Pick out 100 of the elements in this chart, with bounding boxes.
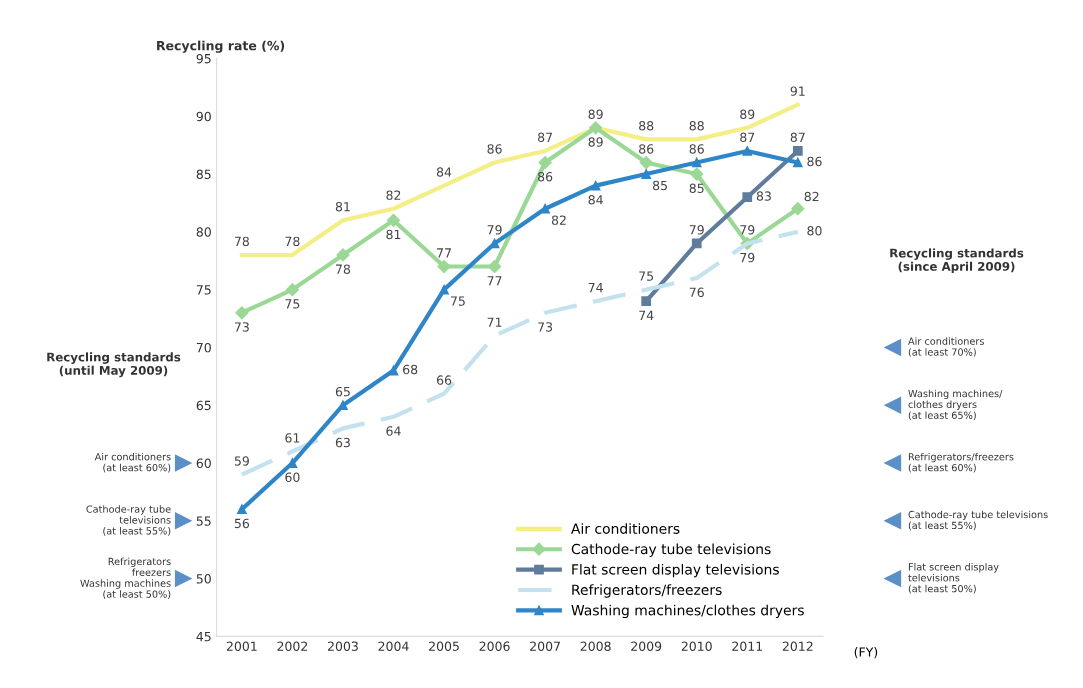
x-tick-label: 2007: [530, 641, 560, 651]
x-tick-label: 2004: [378, 641, 409, 651]
y-tick-label: 45: [196, 632, 211, 642]
point: [336, 248, 350, 262]
text: Refrigerators/freezers (at least 60%): [908, 452, 1014, 473]
data-label: 73: [538, 322, 553, 332]
point: [641, 296, 652, 307]
x-tick-label: 2011: [732, 641, 763, 651]
data-label: 82: [551, 215, 566, 225]
point: [540, 203, 550, 214]
y-axis-title: Recycling rate (%): [157, 40, 285, 53]
point: [742, 146, 753, 156]
legend-label: Cathode-ray tube televisions: [571, 543, 771, 557]
point: [237, 504, 247, 515]
data-label: 64: [386, 426, 401, 436]
point: [791, 202, 805, 216]
point: [691, 157, 702, 168]
data-label: 85: [689, 183, 704, 193]
data-label: 75: [285, 299, 300, 309]
x-axis-title: (FY): [854, 647, 878, 659]
data-label: 68: [403, 364, 418, 375]
data-label: 91: [790, 86, 805, 96]
data-label: 73: [234, 322, 249, 332]
point: [338, 400, 348, 411]
data-label: 83: [756, 191, 771, 201]
x-tick-label: 2010: [681, 641, 712, 651]
data-label: 75: [450, 296, 465, 306]
data-label: 88: [639, 121, 654, 131]
point: [439, 284, 449, 295]
point: [538, 155, 552, 170]
x-tick-label: 2008: [580, 641, 611, 651]
data-label: 79: [740, 225, 755, 235]
data-label: 81: [335, 201, 350, 212]
x-tick-label: 2012: [782, 641, 813, 651]
data-label: 78: [336, 264, 351, 274]
y-tick-label: 95: [196, 53, 211, 64]
text: Refrigerators freezers Washing machines (at least 50%): [80, 557, 171, 599]
data-label: 79: [740, 252, 755, 263]
data-label: 60: [285, 472, 300, 482]
data-label: 63: [335, 437, 350, 448]
point: [235, 306, 249, 320]
y-tick-label: 90: [196, 111, 211, 122]
point: [437, 259, 451, 274]
legend-label: Air conditioners: [571, 523, 680, 534]
data-label: 74: [588, 283, 603, 293]
y-tick-label: 60: [196, 458, 211, 468]
text: Cathode-ray tube televisions (at least 55%): [86, 505, 171, 536]
point: [590, 180, 601, 191]
y-tick-label: 55: [196, 516, 211, 526]
text: Recycling standards (until May 2009): [47, 352, 181, 378]
data-label: 65: [335, 386, 350, 397]
legend-label: Flat screen display televisions: [572, 563, 779, 578]
data-label: 77: [487, 276, 502, 286]
point: [285, 283, 299, 297]
text: Recycling standards (since April 2009): [890, 248, 1024, 274]
y-tick-label: 80: [196, 227, 211, 237]
x-tick-label: 2001: [226, 641, 257, 651]
data-label: 86: [639, 144, 654, 154]
x-tick-label: 2005: [429, 641, 459, 651]
text: Air conditioners (at least 70%): [908, 337, 984, 357]
point: [691, 238, 702, 249]
data-label: 79: [487, 225, 502, 235]
data-label: 80: [807, 226, 822, 236]
data-label: 71: [487, 317, 502, 327]
text: Cathode-ray tube televisions (at least 55%): [908, 510, 1048, 531]
point: [690, 167, 704, 181]
data-label: 87: [790, 132, 805, 143]
data-label: 77: [437, 248, 451, 258]
data-label: 87: [740, 132, 755, 143]
data-label: 88: [689, 121, 704, 131]
data-label: 79: [689, 225, 704, 235]
y-tick-label: 65: [196, 400, 211, 411]
point: [742, 192, 753, 203]
data-label: 75: [639, 271, 654, 281]
y-tick-label: 70: [196, 342, 211, 353]
y-tick-label: 85: [196, 169, 211, 179]
point: [792, 157, 803, 168]
text: Washing machines/ clothes dryers (at least 65%): [908, 389, 1003, 421]
legend-label: Refrigerators/freezers: [572, 584, 722, 598]
data-label: 66: [436, 375, 452, 385]
data-label: 82: [386, 190, 401, 200]
y-tick-label: 50: [196, 574, 211, 584]
data-label: 86: [487, 144, 502, 154]
point: [487, 259, 502, 274]
data-label: 74: [639, 310, 654, 320]
data-label: 76: [689, 287, 704, 297]
point: [792, 146, 803, 156]
data-label: 78: [285, 236, 300, 247]
data-label: 89: [740, 109, 755, 119]
point: [388, 365, 399, 376]
x-tick-label: 2002: [277, 641, 308, 651]
text: Air conditioners (at least 60%): [94, 452, 171, 473]
text: Flat screen display televisions (at least 50%): [908, 563, 999, 594]
data-label: 82: [804, 191, 819, 202]
point: [589, 121, 603, 135]
data-label: 89: [588, 137, 603, 147]
data-label: 81: [386, 229, 401, 240]
data-label: 85: [652, 180, 667, 191]
data-label: 84: [436, 167, 452, 177]
point: [639, 155, 653, 170]
